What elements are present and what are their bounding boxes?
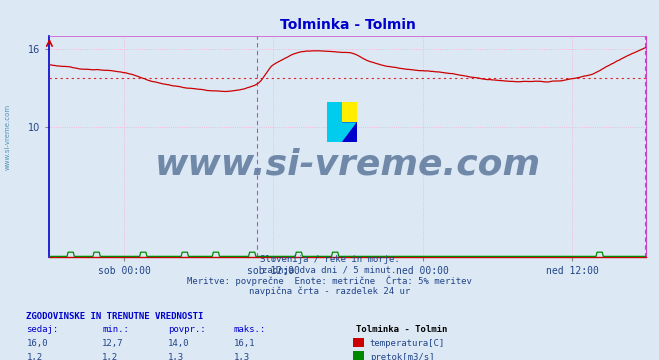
Text: 16,0: 16,0 — [26, 339, 48, 348]
Text: 14,0: 14,0 — [168, 339, 190, 348]
Text: 1,2: 1,2 — [102, 353, 118, 360]
Text: ZGODOVINSKE IN TRENUTNE VREDNOSTI: ZGODOVINSKE IN TRENUTNE VREDNOSTI — [26, 312, 204, 321]
Text: 1,3: 1,3 — [234, 353, 250, 360]
Text: min.:: min.: — [102, 325, 129, 334]
Text: www.si-vreme.com: www.si-vreme.com — [155, 147, 540, 181]
Text: povpr.:: povpr.: — [168, 325, 206, 334]
Text: zadnja dva dni / 5 minut.: zadnja dva dni / 5 minut. — [262, 266, 397, 275]
Text: sedaj:: sedaj: — [26, 325, 59, 334]
Text: Slovenija / reke in morje.: Slovenija / reke in morje. — [260, 255, 399, 264]
Text: Tolminka - Tolmin: Tolminka - Tolmin — [356, 325, 447, 334]
Text: 1,3: 1,3 — [168, 353, 184, 360]
Text: 16,1: 16,1 — [234, 339, 256, 348]
Title: Tolminka - Tolmin: Tolminka - Tolmin — [279, 18, 416, 32]
Text: pretok[m3/s]: pretok[m3/s] — [370, 353, 434, 360]
Text: www.si-vreme.com: www.si-vreme.com — [5, 104, 11, 170]
Text: maks.:: maks.: — [234, 325, 266, 334]
Text: temperatura[C]: temperatura[C] — [370, 339, 445, 348]
Text: 12,7: 12,7 — [102, 339, 124, 348]
Text: Meritve: povprečne  Enote: metrične  Črta: 5% meritev: Meritve: povprečne Enote: metrične Črta:… — [187, 275, 472, 286]
Text: navpična črta - razdelek 24 ur: navpična črta - razdelek 24 ur — [249, 287, 410, 297]
Text: 1,2: 1,2 — [26, 353, 42, 360]
